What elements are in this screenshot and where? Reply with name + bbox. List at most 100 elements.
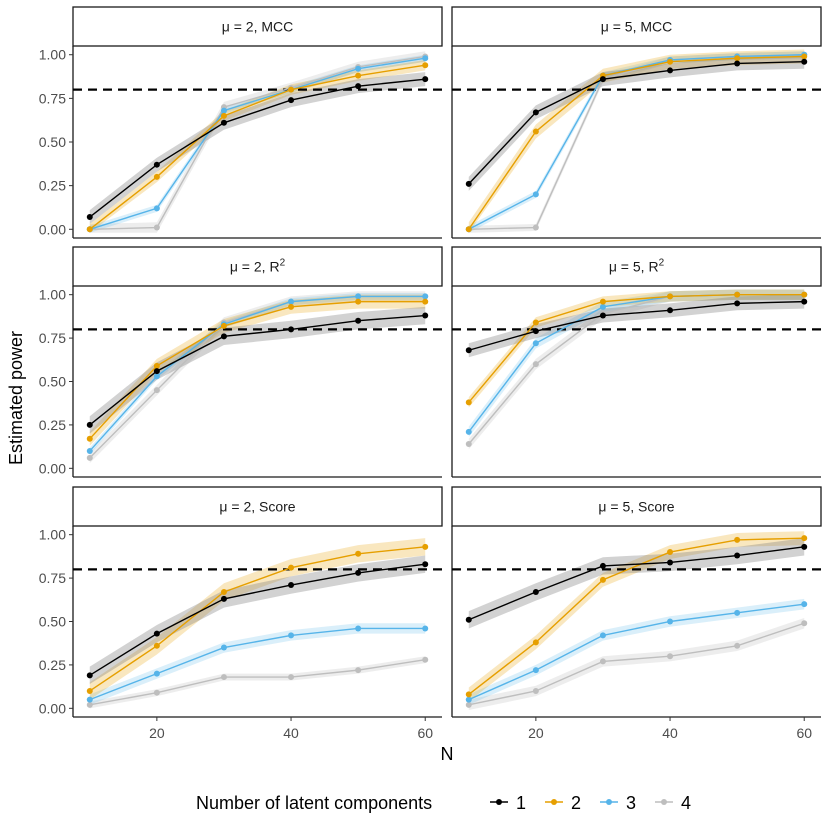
- data-point-1: [355, 317, 362, 324]
- data-point-3: [422, 293, 429, 300]
- series-line-4: [468, 622, 805, 706]
- data-point-4: [532, 361, 539, 368]
- data-point-3: [422, 625, 429, 632]
- strip-sep: = 5,: [617, 259, 649, 275]
- confidence-band-1: [89, 306, 426, 434]
- data-point-2: [86, 687, 93, 694]
- y-tick-label: 0.25: [39, 417, 66, 433]
- legend-key-point: [606, 799, 612, 805]
- data-point-3: [288, 632, 295, 639]
- data-point-3: [220, 107, 227, 114]
- strip-mu: μ: [230, 259, 238, 275]
- data-point-2: [734, 291, 741, 298]
- y-tick-label: 0.75: [39, 90, 66, 106]
- series-line-2: [468, 293, 805, 403]
- panel-3: μ = 2, R2: [72, 246, 443, 478]
- data-point-1: [86, 672, 93, 679]
- panel-6: μ = 5, Score: [451, 486, 822, 718]
- data-point-1: [465, 616, 472, 623]
- data-point-4: [153, 224, 160, 231]
- legend: Number of latent components 1 2 3 4: [196, 793, 691, 813]
- strip-sep: = 2,: [230, 19, 262, 35]
- strip-label: μ = 5, R2: [609, 258, 665, 275]
- data-point-1: [355, 569, 362, 576]
- strip-label: μ = 5, MCC: [601, 19, 673, 35]
- legend-entry-2: 2: [545, 793, 581, 813]
- strip-metric: Score: [638, 499, 675, 515]
- data-point-1: [220, 119, 227, 126]
- series-line-1: [89, 78, 426, 218]
- data-point-1: [801, 298, 808, 305]
- data-point-2: [355, 298, 362, 305]
- data-point-4: [599, 658, 606, 665]
- legend-title: Number of latent components: [196, 793, 432, 813]
- data-point-4: [734, 642, 741, 649]
- strip-superscript: 2: [659, 258, 665, 269]
- data-point-2: [532, 128, 539, 135]
- confidence-band-4: [468, 289, 805, 450]
- strip-metric: MCC: [640, 19, 672, 35]
- data-point-2: [801, 53, 808, 60]
- data-point-2: [422, 62, 429, 69]
- data-point-2: [734, 536, 741, 543]
- data-point-2: [599, 576, 606, 583]
- data-point-2: [355, 72, 362, 79]
- strip-box: [72, 486, 443, 527]
- strip-sep: = 2,: [238, 259, 270, 275]
- data-point-2: [734, 55, 741, 62]
- data-point-3: [801, 601, 808, 608]
- data-point-2: [153, 362, 160, 369]
- y-tick-label: 1.00: [39, 47, 66, 63]
- data-point-1: [422, 561, 429, 568]
- data-point-1: [801, 543, 808, 550]
- axes-layer: 0.00 0.25 0.50 0.75 1.00 0.00 0.25 0.50 0.75 1.00…: [39, 47, 812, 741]
- data-point-1: [86, 421, 93, 428]
- x-axis-title: N: [441, 744, 454, 764]
- data-point-4: [153, 387, 160, 394]
- data-point-1: [220, 595, 227, 602]
- series-line-3: [89, 57, 426, 230]
- data-point-1: [153, 161, 160, 168]
- data-point-2: [288, 86, 295, 93]
- data-point-2: [801, 535, 808, 542]
- y-tick-label: 0.50: [39, 374, 66, 390]
- data-point-1: [599, 76, 606, 83]
- confidence-band-3: [89, 623, 426, 705]
- confidence-band-4: [468, 51, 805, 233]
- strip-label: μ = 2, MCC: [222, 19, 294, 35]
- series-line-2: [468, 537, 805, 695]
- data-point-1: [220, 333, 227, 340]
- data-point-1: [667, 67, 674, 74]
- data-point-3: [532, 191, 539, 198]
- strip-box: [451, 486, 822, 527]
- data-point-3: [599, 632, 606, 639]
- y-tick-label: 0.00: [39, 460, 66, 476]
- x-tick-label: 60: [796, 725, 812, 741]
- data-point-2: [465, 399, 472, 406]
- y-tick-label: 0.25: [39, 178, 66, 194]
- strip-sep: = 5,: [606, 499, 638, 515]
- strip-box: [451, 246, 822, 287]
- data-point-1: [599, 562, 606, 569]
- data-point-2: [599, 298, 606, 305]
- data-point-1: [422, 76, 429, 83]
- data-point-1: [355, 83, 362, 90]
- data-point-4: [153, 689, 160, 696]
- data-point-3: [599, 303, 606, 310]
- strip-label: μ = 5, Score: [598, 499, 674, 515]
- data-point-1: [288, 326, 295, 333]
- confidence-band-1: [468, 54, 805, 191]
- data-point-2: [465, 226, 472, 233]
- y-tick-label: 0.00: [39, 700, 66, 716]
- series-line-1: [468, 300, 805, 351]
- data-point-4: [86, 454, 93, 461]
- series-line-4: [89, 55, 426, 230]
- data-point-4: [465, 701, 472, 708]
- y-tick-label: 1.00: [39, 287, 66, 303]
- confidence-band-2: [89, 538, 426, 700]
- data-point-1: [667, 307, 674, 314]
- series-line-1: [89, 563, 426, 676]
- data-point-1: [734, 60, 741, 67]
